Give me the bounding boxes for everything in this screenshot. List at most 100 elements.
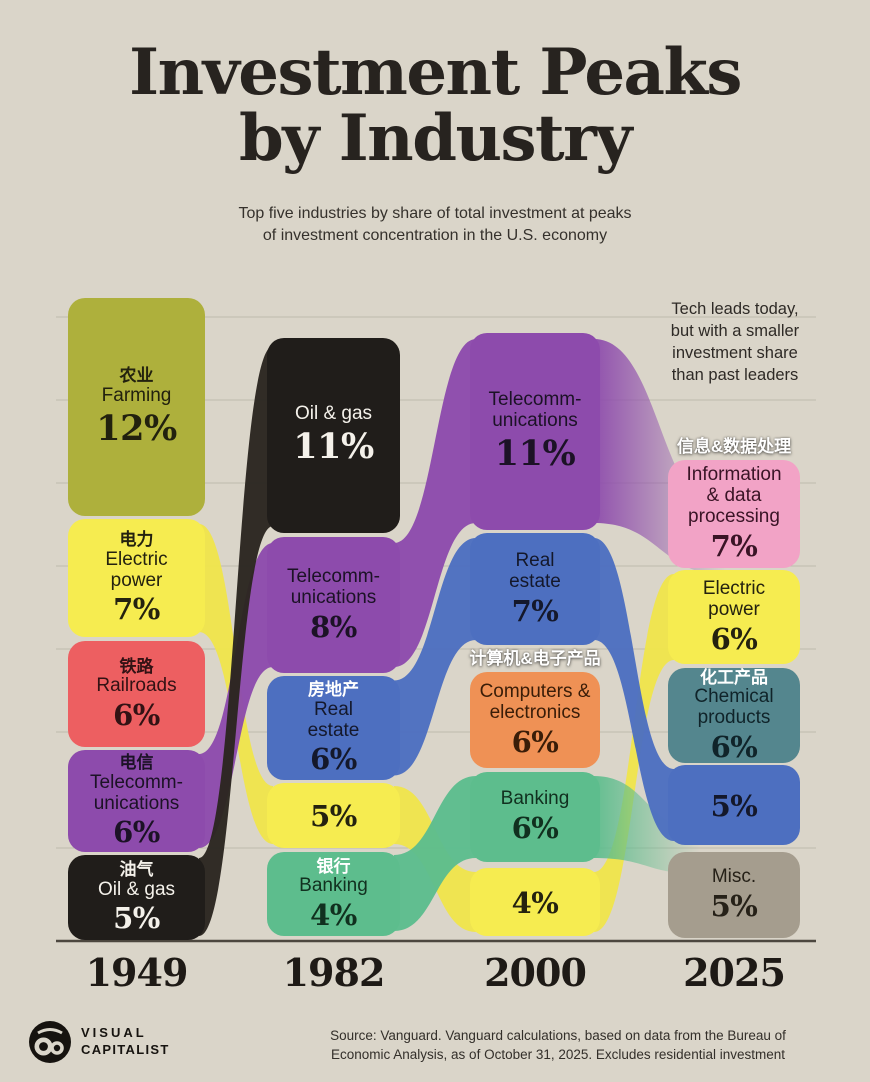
cn-label: 房地产 [308, 680, 359, 700]
year-label-1982: 1982 [282, 950, 386, 995]
industry-name: Oil & gas [97, 878, 176, 900]
block-chemical-products-2025: 化工产品 Chemical products 6% [668, 668, 800, 763]
industry-name: Banking [299, 875, 368, 897]
share-value: 4% [511, 885, 559, 920]
share-value: 11% [494, 432, 576, 474]
share-value: 7% [113, 592, 160, 627]
industry-name: Misc. [711, 866, 757, 888]
block-oil-gas-1982: Oil & gas 11% [267, 338, 400, 533]
block-misc-2025: Misc. 5% [668, 852, 800, 938]
industry-name: unications [290, 586, 377, 608]
industry-name: estate [509, 570, 561, 592]
industry-name: unications [492, 409, 578, 431]
flow-oil-gas-1949-1982 [199, 346, 273, 936]
industry-name: estate [307, 719, 360, 741]
block-computers-electronics-2000: 计算机&电子产品 Computers & electronics 6% [469, 649, 601, 768]
year-label-2025: 2025 [683, 950, 786, 995]
block-electric-power-1982: 5% [267, 783, 400, 848]
block-banking-1982: 银行 Banking 4% [267, 852, 400, 936]
industry-name: Railroads [96, 675, 177, 697]
annotation-line: Tech leads today, [671, 300, 799, 318]
share-value: 6% [113, 815, 160, 850]
annotation-line: investment share [672, 343, 798, 362]
block-real-estate-1982: 房地产 Real estate 6% [267, 676, 400, 780]
cn-label: 电信 [119, 753, 154, 773]
industry-name: processing [688, 506, 780, 528]
block-telecommunications-2000: Telecomm-unications 11% [470, 333, 600, 530]
visual-capitalist-logo-icon [29, 1021, 71, 1063]
block-information-data-processing-2025: 信息&数据处理 Information & data processing 7% [668, 437, 800, 568]
industry-name: Chemical [694, 686, 774, 708]
title-line-2: by Industry [239, 100, 632, 176]
flow-real-estate-1982-2000 [394, 538, 476, 776]
share-value: 5% [310, 799, 357, 834]
flow-banking-2000-fadeout [594, 776, 700, 874]
industry-name: Electric [105, 548, 168, 570]
annotation-line: but with a smaller [670, 321, 800, 340]
industry-name: Oil & gas [294, 403, 373, 425]
logo-line-2: CAPITALIST [81, 1042, 170, 1057]
flow-real-estate-2000-2025 [594, 538, 674, 841]
share-value: 11% [293, 426, 374, 468]
block-electric-power-1949: 电力 Electric power 7% [68, 519, 205, 637]
page-title: Investment Peaks by Industry [0, 40, 870, 172]
block-real-estate-2025: 5% [668, 765, 800, 845]
title-line-1: Investment Peaks [129, 35, 742, 110]
subtitle-line-1: Top five industries by share of total in… [238, 205, 632, 222]
block-railroads-1949: 铁路 Railroads 6% [68, 641, 205, 747]
industry-name: Real [515, 549, 555, 571]
industry-name: power [110, 569, 163, 591]
share-value: 6% [113, 697, 160, 732]
source-line-2: Economic Analysis, as of October 31, 202… [331, 1046, 785, 1062]
industry-name: Banking [500, 788, 570, 810]
page-subtitle: Top five industries by share of total in… [0, 203, 870, 248]
share-value: 5% [710, 889, 758, 924]
share-value: 8% [310, 609, 357, 644]
share-value: 6% [310, 742, 357, 777]
cn-label: 化工产品 [700, 667, 768, 687]
share-value: 7% [511, 593, 559, 628]
share-value: 4% [310, 897, 357, 932]
industry-name: Computers & [479, 680, 591, 702]
flow-telecom-1982-2000 [394, 339, 476, 667]
industry-name: Farming [101, 384, 172, 406]
industry-name: Telecomm- [90, 771, 183, 793]
industry-name: Telecomm- [287, 565, 380, 587]
logo-wordmark: VISUAL CAPITALIST [81, 1025, 170, 1059]
visual-capitalist-logo: VISUAL CAPITALIST [28, 1020, 170, 1064]
annotation-note: Tech leads today, but with a smaller inv… [622, 299, 848, 387]
industry-name: & data [706, 485, 762, 507]
block-electric-power-2000: 4% [470, 868, 600, 936]
cn-label: 电力 [119, 530, 154, 550]
industry-name: unications [93, 792, 180, 814]
year-label-2000: 2000 [484, 950, 587, 995]
share-value: 7% [710, 529, 758, 564]
block-oil-gas-1949: 油气 Oil & gas 5% [68, 855, 205, 940]
block-farming-1949: 农业 Farming 12% [68, 298, 205, 516]
block-banking-2000: Banking 6% [470, 772, 600, 862]
cn-label: 信息&数据处理 [676, 437, 792, 457]
cn-label: 农业 [119, 366, 154, 386]
industry-name: power [708, 598, 760, 620]
share-value: 5% [113, 901, 160, 936]
block-electric-power-2025: Electric power 6% [668, 570, 800, 664]
block-real-estate-2000: Real estate 7% [470, 533, 600, 645]
share-value: 6% [511, 811, 559, 846]
share-value: 6% [511, 724, 559, 759]
industry-name: Information [686, 464, 782, 486]
cn-label: 银行 [316, 856, 351, 876]
cn-label: 油气 [119, 860, 154, 880]
year-label-1949: 1949 [85, 950, 189, 995]
industry-name: products [697, 707, 771, 729]
block-telecommunications-1949: 电信 Telecomm-unications 6% [68, 750, 205, 852]
block-telecommunications-1982: Telecomm-unications 8% [267, 537, 400, 673]
source-line-1: Source: Vanguard. Vanguard calculations,… [330, 1028, 786, 1043]
logo-line-1: VISUAL [81, 1025, 147, 1041]
source-note: Source: Vanguard. Vanguard calculations,… [268, 1027, 848, 1065]
share-value: 6% [710, 621, 758, 656]
industry-name: Telecomm- [488, 389, 582, 411]
cn-label: 计算机&电子产品 [469, 649, 601, 669]
